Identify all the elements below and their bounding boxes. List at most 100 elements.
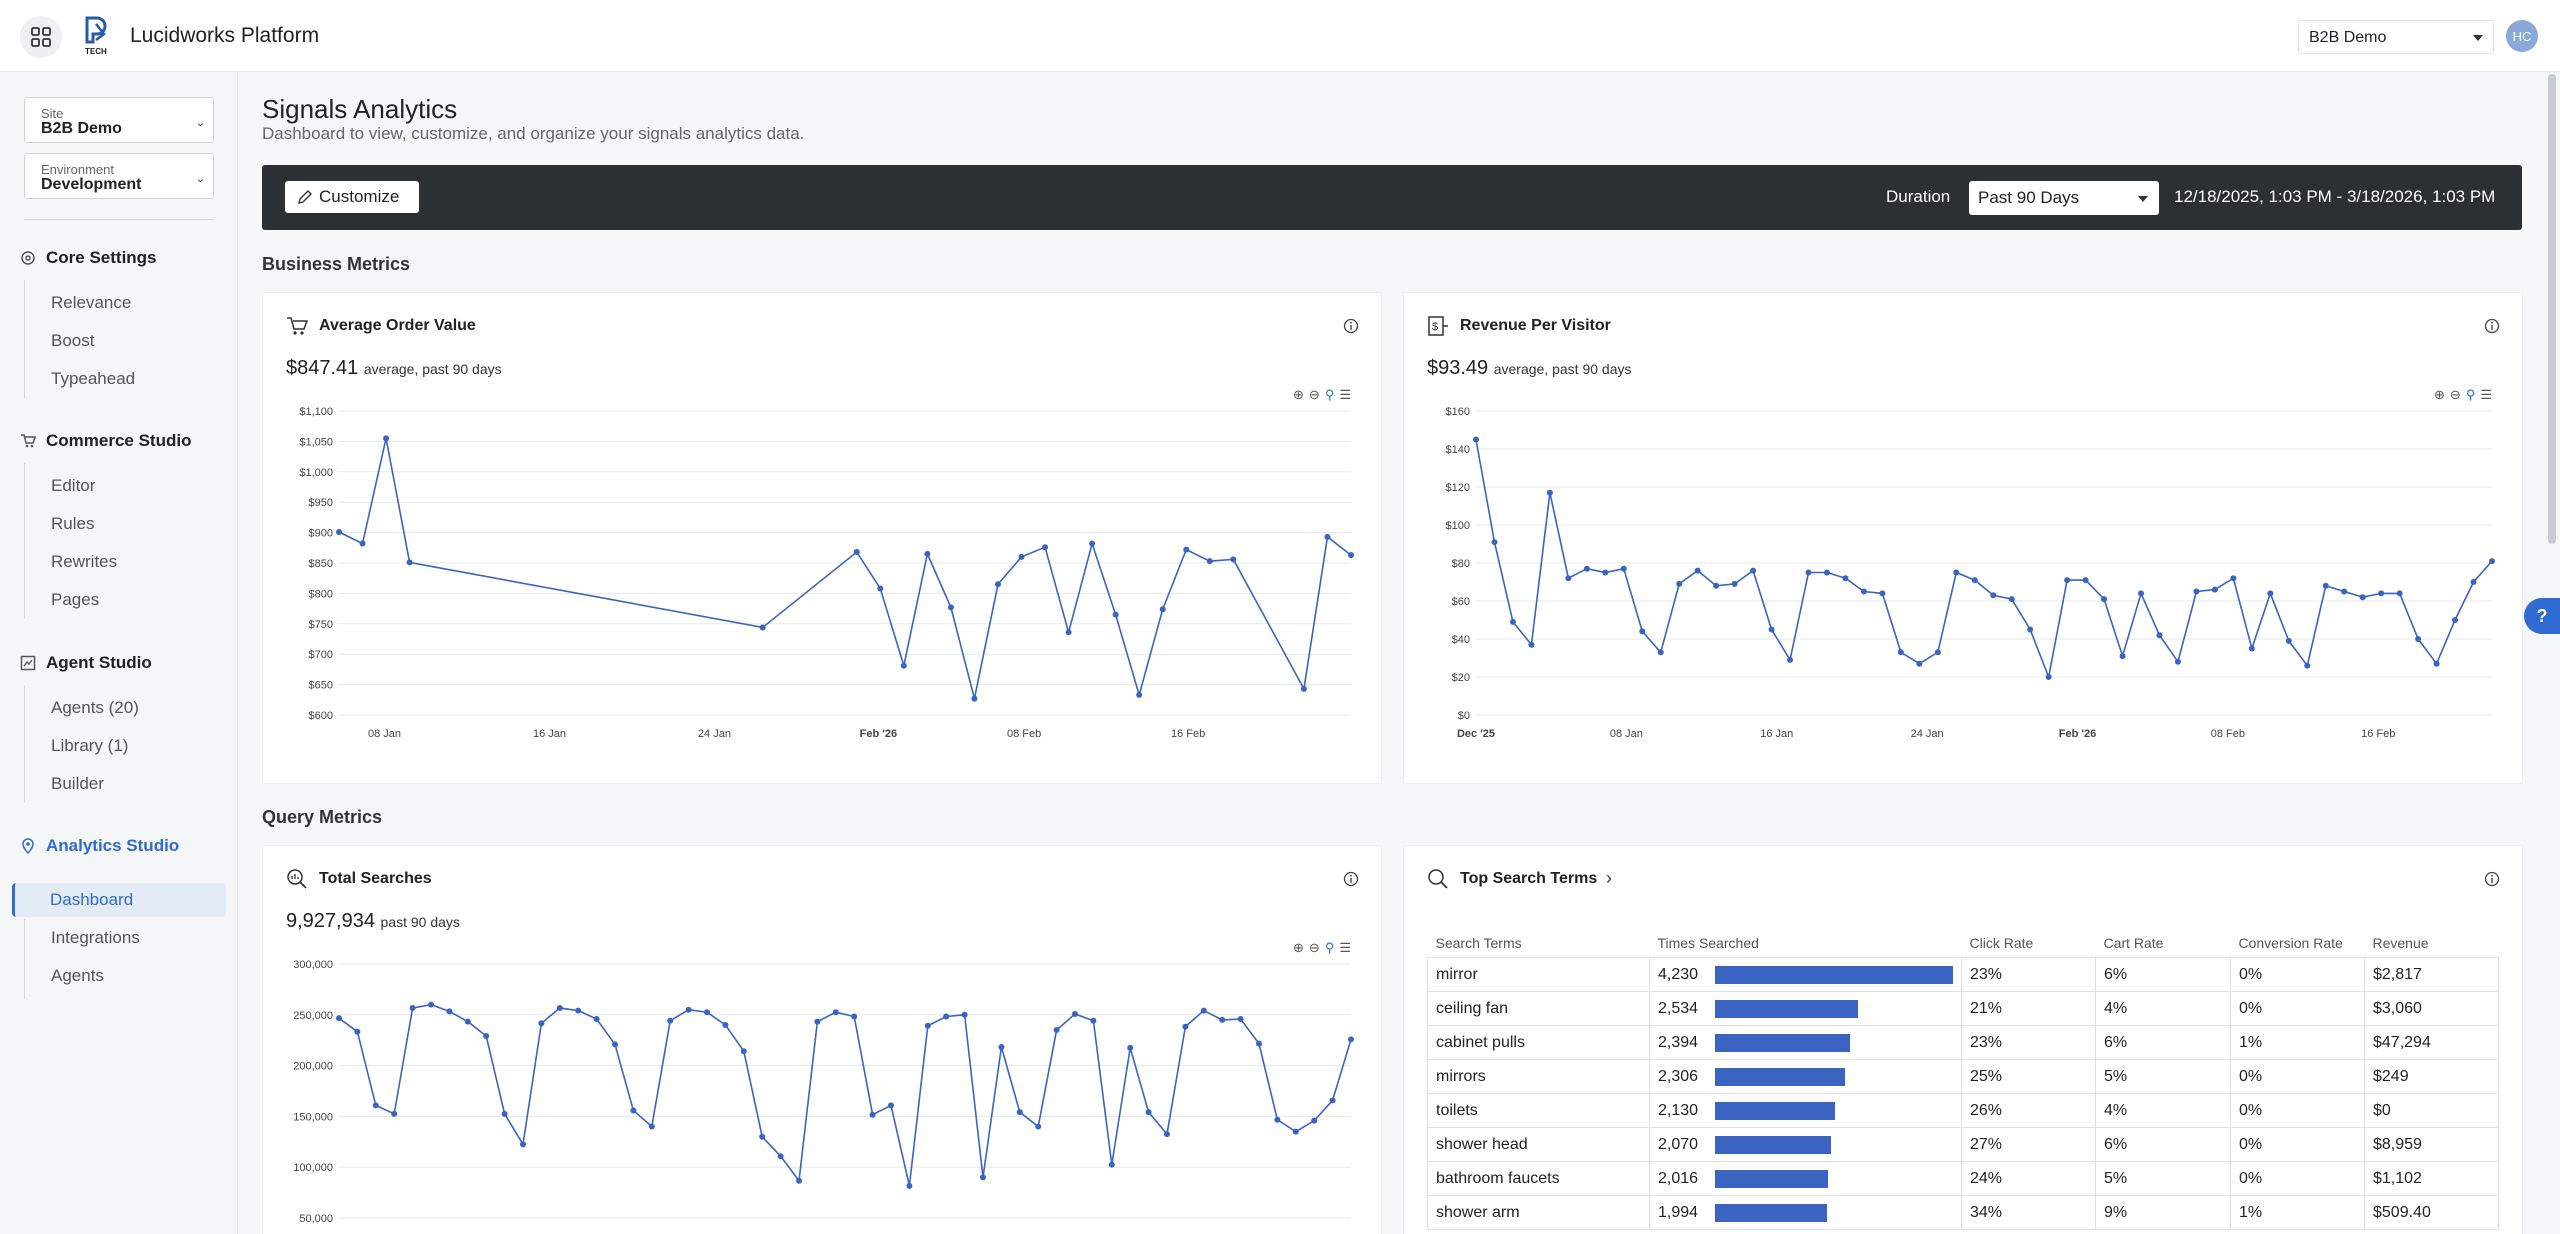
menu-icon[interactable]: ☰ bbox=[1339, 940, 1351, 955]
data-point[interactable] bbox=[2452, 617, 2459, 623]
sidebar-item-rules[interactable]: Rules bbox=[51, 514, 95, 533]
data-point[interactable] bbox=[1768, 626, 1775, 633]
data-point[interactable] bbox=[740, 1048, 747, 1055]
data-point[interactable] bbox=[2470, 579, 2477, 585]
data-point[interactable] bbox=[1916, 660, 1923, 667]
data-point[interactable] bbox=[464, 1018, 471, 1025]
data-point[interactable] bbox=[630, 1107, 637, 1114]
data-point[interactable] bbox=[1528, 641, 1535, 648]
data-point[interactable] bbox=[1311, 1117, 1318, 1124]
data-point[interactable] bbox=[851, 1013, 858, 1020]
data-point[interactable] bbox=[372, 1102, 379, 1109]
data-point[interactable] bbox=[2156, 632, 2163, 639]
data-point[interactable] bbox=[1657, 649, 1664, 656]
data-point[interactable] bbox=[869, 1111, 876, 1118]
data-point[interactable] bbox=[1731, 580, 1738, 587]
environment-select[interactable]: Environment Development ⌄ bbox=[24, 153, 214, 199]
info-icon[interactable] bbox=[2484, 318, 2500, 334]
data-point[interactable] bbox=[759, 624, 766, 631]
sidebar-item-typeahead[interactable]: Typeahead bbox=[51, 369, 136, 388]
data-point[interactable] bbox=[1713, 582, 1720, 589]
data-point[interactable] bbox=[1565, 575, 1572, 582]
data-point[interactable] bbox=[2101, 596, 2108, 603]
data-point[interactable] bbox=[409, 1005, 416, 1012]
data-point[interactable] bbox=[1934, 649, 1941, 656]
column-header[interactable]: Conversion Rate bbox=[2238, 935, 2343, 951]
site-select[interactable]: Site B2B Demo ⌄ bbox=[24, 97, 214, 143]
data-point[interactable] bbox=[814, 1018, 821, 1025]
data-point[interactable] bbox=[1953, 569, 1960, 576]
data-point[interactable] bbox=[2064, 577, 2071, 584]
duration-select[interactable]: Past 90 Days bbox=[1969, 181, 2159, 215]
data-point[interactable] bbox=[1042, 544, 1049, 551]
data-point[interactable] bbox=[2248, 645, 2255, 652]
data-point[interactable] bbox=[1491, 539, 1498, 546]
data-point[interactable] bbox=[2138, 590, 2145, 597]
data-point[interactable] bbox=[2341, 588, 2348, 595]
data-point[interactable] bbox=[1136, 691, 1143, 698]
data-point[interactable] bbox=[1108, 1161, 1115, 1168]
section-commerce-studio[interactable]: Commerce Studio bbox=[20, 431, 191, 451]
data-point[interactable] bbox=[924, 550, 931, 557]
data-point[interactable] bbox=[1694, 567, 1701, 574]
table-row[interactable]: mirrors 2,306 25% 5% 0% $249 bbox=[1427, 1059, 2499, 1094]
data-point[interactable] bbox=[2285, 637, 2292, 644]
data-point[interactable] bbox=[1971, 577, 1978, 584]
data-point[interactable] bbox=[2433, 660, 2440, 667]
sidebar-item-builder[interactable]: Builder bbox=[51, 774, 104, 793]
table-row[interactable]: shower arm 1,994 34% 9% 1% $509.40 bbox=[1427, 1195, 2499, 1230]
data-point[interactable] bbox=[1329, 1097, 1336, 1104]
data-point[interactable] bbox=[575, 1007, 582, 1014]
section-analytics-studio[interactable]: Analytics Studio bbox=[20, 836, 179, 856]
column-header[interactable]: Click Rate bbox=[1969, 935, 2034, 951]
data-point[interactable] bbox=[877, 585, 884, 592]
data-point[interactable] bbox=[961, 1011, 968, 1018]
data-point[interactable] bbox=[667, 1017, 674, 1024]
scrollbar[interactable] bbox=[2548, 74, 2556, 544]
data-point[interactable] bbox=[1183, 546, 1190, 553]
data-point[interactable] bbox=[1016, 1109, 1023, 1116]
data-point[interactable] bbox=[2119, 653, 2126, 660]
data-point[interactable] bbox=[2378, 590, 2385, 597]
data-point[interactable] bbox=[994, 581, 1001, 588]
data-point[interactable] bbox=[971, 695, 978, 702]
data-point[interactable] bbox=[354, 1028, 361, 1035]
search-zoom-icon[interactable]: ⚲ bbox=[2465, 387, 2476, 402]
data-point[interactable] bbox=[924, 1022, 931, 1029]
data-point[interactable] bbox=[1164, 1131, 1170, 1138]
data-point[interactable] bbox=[1145, 1109, 1152, 1116]
data-point[interactable] bbox=[359, 540, 366, 547]
data-point[interactable] bbox=[943, 1013, 950, 1020]
data-point[interactable] bbox=[2322, 582, 2329, 589]
data-point[interactable] bbox=[1509, 618, 1516, 625]
data-point[interactable] bbox=[1035, 1123, 1042, 1130]
data-point[interactable] bbox=[1879, 590, 1886, 597]
data-point[interactable] bbox=[947, 604, 954, 611]
data-point[interactable] bbox=[336, 528, 342, 535]
zoom-in-icon[interactable]: ⊕ bbox=[2434, 387, 2445, 402]
sidebar-item-integrations[interactable]: Integrations bbox=[51, 928, 140, 947]
data-point[interactable] bbox=[2082, 577, 2089, 584]
help-button[interactable]: ? bbox=[2524, 598, 2560, 634]
section-core-settings[interactable]: Core Settings bbox=[20, 248, 157, 268]
data-point[interactable] bbox=[2027, 626, 2034, 633]
tenant-select[interactable]: B2B Demo bbox=[2298, 20, 2494, 54]
info-icon[interactable] bbox=[1343, 318, 1359, 334]
sidebar-item-boost[interactable]: Boost bbox=[51, 331, 95, 350]
table-row[interactable]: ceiling fan 2,534 21% 4% 0% $3,060 bbox=[1427, 991, 2499, 1026]
data-point[interactable] bbox=[1639, 628, 1646, 635]
data-point[interactable] bbox=[1546, 489, 1553, 496]
zoom-out-icon[interactable]: ⊖ bbox=[1308, 940, 1320, 955]
data-point[interactable] bbox=[336, 1015, 342, 1022]
data-point[interactable] bbox=[1620, 565, 1627, 572]
menu-icon[interactable]: ☰ bbox=[2480, 387, 2492, 402]
data-point[interactable] bbox=[2174, 658, 2181, 665]
zoom-in-icon[interactable]: ⊕ bbox=[1293, 387, 1304, 402]
data-point[interactable] bbox=[520, 1141, 526, 1148]
data-point[interactable] bbox=[2045, 674, 2052, 680]
table-row[interactable]: mirror 4,230 23% 6% 0% $2,817 bbox=[1427, 957, 2499, 992]
search-zoom-icon[interactable]: ⚲ bbox=[1324, 387, 1335, 402]
data-point[interactable] bbox=[406, 559, 413, 566]
data-point[interactable] bbox=[1805, 569, 1812, 576]
data-point[interactable] bbox=[980, 1174, 986, 1181]
